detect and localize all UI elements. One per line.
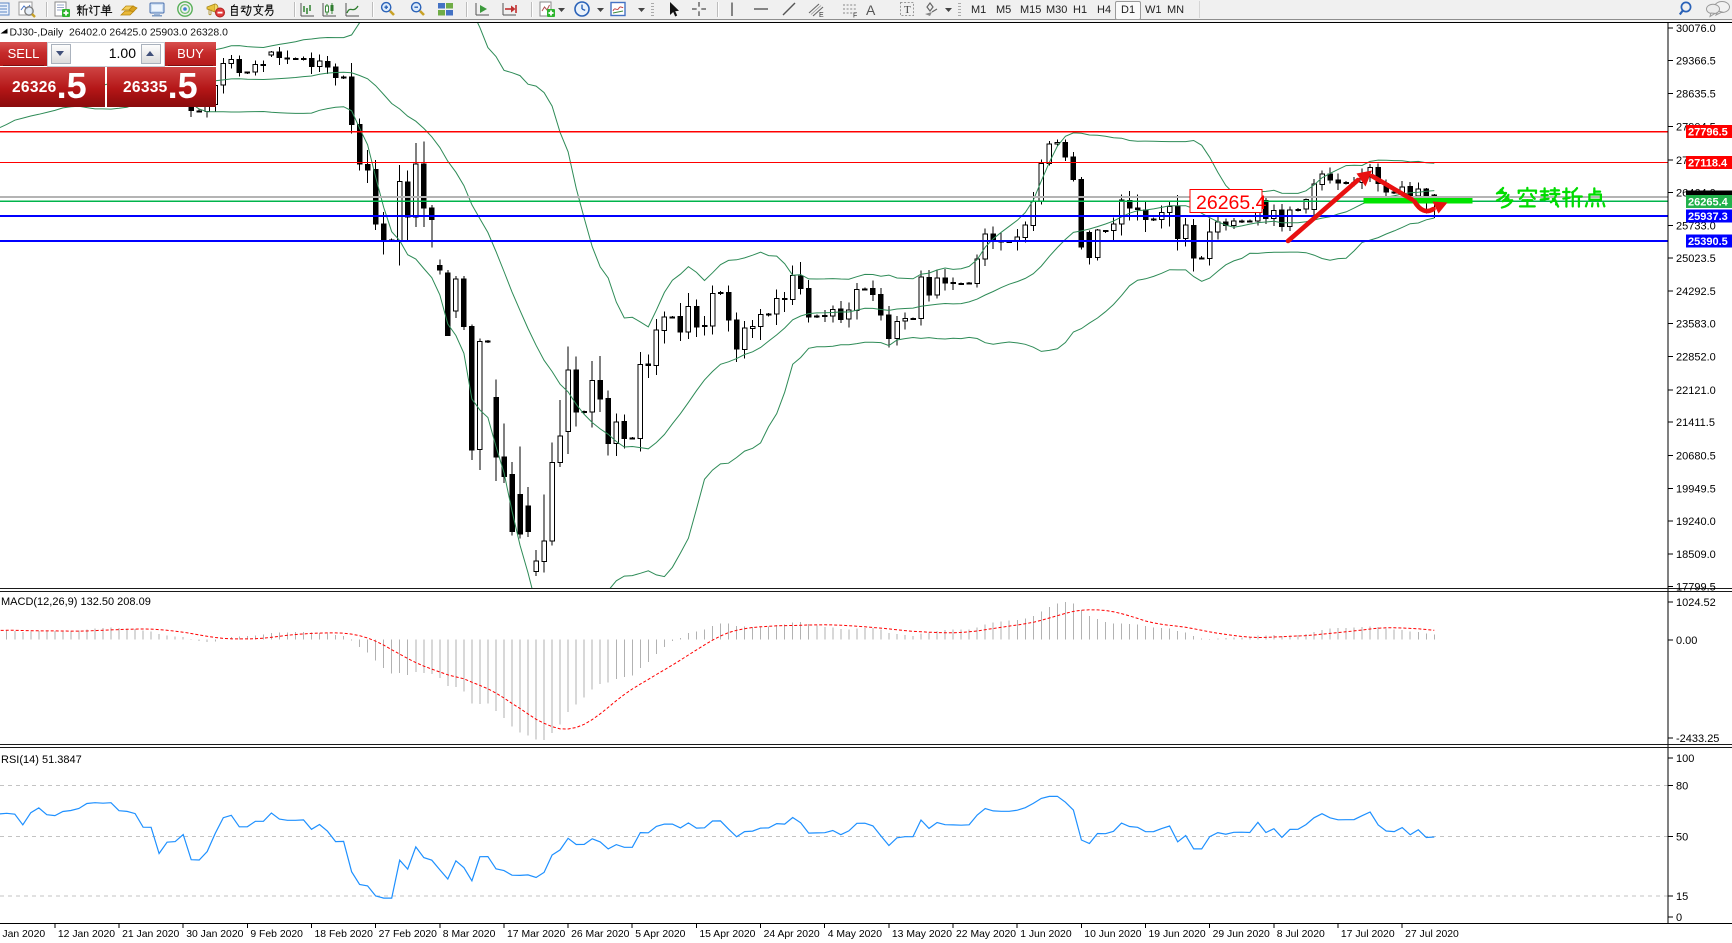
svg-text:25937.3: 25937.3 [1688, 211, 1728, 223]
svg-text:17 Mar 2020: 17 Mar 2020 [507, 929, 566, 940]
svg-text:9 Feb 2020: 9 Feb 2020 [250, 929, 303, 940]
svg-text:26 Mar 2020: 26 Mar 2020 [571, 929, 630, 940]
svg-text:27 Jul 2020: 27 Jul 2020 [1405, 929, 1459, 940]
svg-text:27 Feb 2020: 27 Feb 2020 [379, 929, 438, 940]
svg-text:2 Jan 2020: 2 Jan 2020 [0, 929, 45, 940]
svg-text:8 Mar 2020: 8 Mar 2020 [443, 929, 496, 940]
svg-text:30076.0: 30076.0 [1676, 23, 1716, 35]
svg-text:5 Apr 2020: 5 Apr 2020 [635, 929, 685, 940]
svg-text:29366.5: 29366.5 [1676, 55, 1716, 67]
svg-text:1 Jun 2020: 1 Jun 2020 [1020, 929, 1072, 940]
svg-text:19949.5: 19949.5 [1676, 484, 1716, 496]
svg-text:29 Jun 2020: 29 Jun 2020 [1213, 929, 1270, 940]
svg-text:50: 50 [1676, 832, 1688, 844]
svg-text:13 May 2020: 13 May 2020 [892, 929, 952, 940]
svg-text:17 Jul 2020: 17 Jul 2020 [1341, 929, 1395, 940]
svg-text:24292.5: 24292.5 [1676, 286, 1716, 298]
svg-text:21411.5: 21411.5 [1676, 417, 1715, 429]
svg-text:26265.4: 26265.4 [1196, 192, 1267, 214]
svg-text:0.00: 0.00 [1676, 635, 1697, 647]
svg-text:-2433.25: -2433.25 [1676, 733, 1719, 745]
svg-text:15 Apr 2020: 15 Apr 2020 [699, 929, 755, 940]
svg-text:4 May 2020: 4 May 2020 [828, 929, 883, 940]
svg-text:0: 0 [1676, 912, 1682, 924]
svg-text:25023.5: 25023.5 [1676, 253, 1716, 265]
svg-text:12 Jan 2020: 12 Jan 2020 [58, 929, 115, 940]
svg-text:23583.0: 23583.0 [1676, 318, 1716, 330]
svg-text:17799.5: 17799.5 [1676, 581, 1716, 593]
svg-text:25733.0: 25733.0 [1676, 221, 1716, 233]
svg-text:22852.0: 22852.0 [1676, 352, 1716, 364]
svg-text:30 Jan 2020: 30 Jan 2020 [186, 929, 243, 940]
svg-text:RSI(14) 51.3847: RSI(14) 51.3847 [1, 754, 82, 766]
svg-text:21 Jan 2020: 21 Jan 2020 [122, 929, 179, 940]
svg-text:E: E [819, 12, 824, 19]
svg-text:22121.0: 22121.0 [1676, 385, 1716, 397]
svg-text:F: F [853, 13, 857, 20]
svg-text:26265.4: 26265.4 [1688, 196, 1729, 208]
svg-text:18509.0: 18509.0 [1676, 549, 1716, 561]
svg-text:T: T [904, 4, 911, 16]
svg-text:24 Apr 2020: 24 Apr 2020 [764, 929, 820, 940]
svg-text:10 Jun 2020: 10 Jun 2020 [1084, 929, 1141, 940]
svg-text:19240.0: 19240.0 [1676, 516, 1716, 528]
svg-text:100: 100 [1676, 753, 1694, 765]
svg-text:DJ30-,Daily 26402.0 26425.0 2: DJ30-,Daily 26402.0 26425.0 25903.0 2632… [10, 28, 229, 39]
svg-text:18 Feb 2020: 18 Feb 2020 [315, 929, 374, 940]
svg-text:22 May 2020: 22 May 2020 [956, 929, 1016, 940]
svg-text:20680.5: 20680.5 [1676, 450, 1716, 462]
svg-text:1024.52: 1024.52 [1676, 597, 1716, 609]
svg-text:28635.5: 28635.5 [1676, 89, 1716, 101]
svg-text:27118.4: 27118.4 [1688, 158, 1728, 170]
svg-text:80: 80 [1676, 780, 1688, 792]
svg-text:19 Jun 2020: 19 Jun 2020 [1149, 929, 1206, 940]
svg-text:8 Jul 2020: 8 Jul 2020 [1277, 929, 1325, 940]
svg-text:27796.5: 27796.5 [1688, 127, 1728, 139]
svg-text:15: 15 [1676, 891, 1688, 903]
svg-text:25390.5: 25390.5 [1688, 236, 1728, 248]
svg-text:MACD(12,26,9) 132.50 208.09: MACD(12,26,9) 132.50 208.09 [1, 596, 151, 608]
